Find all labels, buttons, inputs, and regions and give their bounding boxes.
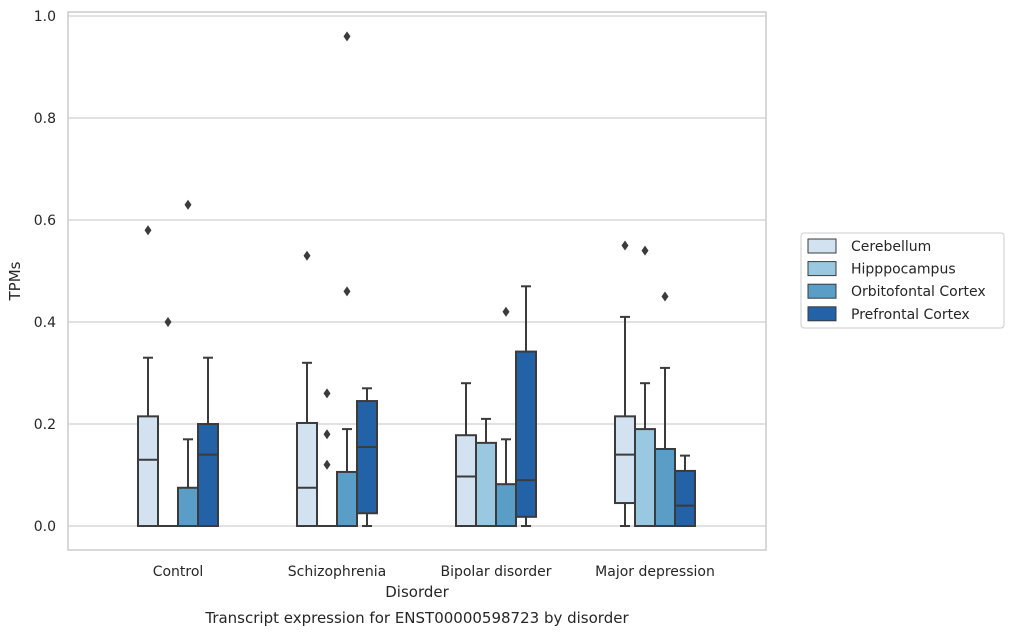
box-body xyxy=(296,421,318,528)
box-body xyxy=(336,470,358,528)
x-tick-label: Major depression xyxy=(595,564,715,580)
box-cerebellum-3 xyxy=(614,240,636,527)
box-orbitofontal-cortex-2 xyxy=(495,306,517,527)
outlier-point xyxy=(323,388,331,399)
box-body xyxy=(495,483,517,527)
box-hipppocampus-1 xyxy=(317,388,337,527)
box-prefrontal-cortex-2 xyxy=(515,285,537,527)
boxes xyxy=(137,31,696,528)
outlier-point xyxy=(502,306,510,317)
legend-label: Orbitofontal Cortex xyxy=(851,284,986,300)
legend-label: Prefrontal Cortex xyxy=(851,307,970,323)
box-prefrontal-cortex-3 xyxy=(674,454,696,528)
chart-title: Transcript expression for ENST0000059872… xyxy=(204,609,629,627)
box-hipppocampus-0 xyxy=(158,317,178,527)
outlier-point xyxy=(323,459,331,470)
legend-swatch xyxy=(807,261,837,277)
outlier-point xyxy=(164,317,172,327)
y-tick-label: 0.6 xyxy=(34,213,56,229)
box-body xyxy=(197,423,219,527)
box-cerebellum-2 xyxy=(455,382,477,527)
y-tick-label: 0.8 xyxy=(34,111,56,127)
outlier-point xyxy=(303,250,311,261)
box-body xyxy=(455,434,477,527)
box-body xyxy=(356,400,378,515)
box-body xyxy=(654,447,676,527)
box-body xyxy=(634,428,656,528)
outlier-point xyxy=(323,429,331,440)
box-body xyxy=(614,415,636,505)
outlier-point xyxy=(343,31,351,42)
x-tick-label: Bipolar disorder xyxy=(440,564,551,580)
outlier-point xyxy=(144,225,152,236)
box-orbitofontal-cortex-3 xyxy=(654,291,676,527)
y-tick-label: 0.4 xyxy=(34,315,56,331)
y-tick-label: 0.0 xyxy=(34,519,56,535)
box-hipppocampus-2 xyxy=(475,417,497,527)
legend-swatch xyxy=(807,238,837,254)
outlier-point xyxy=(184,199,192,210)
box-prefrontal-cortex-0 xyxy=(197,356,219,527)
y-axis-label: TPMs xyxy=(6,261,24,301)
outlier-point xyxy=(661,291,669,302)
box-body xyxy=(674,469,696,528)
legend-label: Cerebellum xyxy=(851,239,931,255)
legend-label: Hipppocampus xyxy=(851,262,956,278)
legend-frame xyxy=(800,232,1005,329)
plot-area-frame xyxy=(67,11,767,551)
legend-swatch xyxy=(807,283,837,299)
legend: Cerebellum Hipppocampus Orbitofontal Corte… xyxy=(800,232,1005,329)
box-body xyxy=(475,441,497,527)
outlier-point xyxy=(343,286,351,297)
outlier-point xyxy=(621,240,629,251)
y-tick-labels: 0.0 0.2 0.4 0.6 0.8 1.0 xyxy=(34,9,56,535)
box-body xyxy=(137,415,159,528)
box-body xyxy=(177,486,199,527)
x-tick-labels: Control Schizophrenia Bipolar disorder Majo… xyxy=(153,564,715,580)
box-cerebellum-1 xyxy=(296,250,318,528)
x-tick-label: Schizophrenia xyxy=(288,564,386,580)
x-axis-label: Disorder xyxy=(385,583,449,601)
x-tick-label: Control xyxy=(153,564,204,580)
box-body xyxy=(515,350,537,518)
outlier-point xyxy=(641,245,649,256)
y-tick-label: 1.0 xyxy=(34,9,56,25)
box-prefrontal-cortex-1 xyxy=(356,387,378,527)
box-orbitofontal-cortex-1 xyxy=(336,31,358,528)
y-tick-label: 0.2 xyxy=(34,417,56,433)
legend-swatch xyxy=(807,306,837,322)
box-hipppocampus-3 xyxy=(634,245,656,528)
box-cerebellum-0 xyxy=(137,225,159,528)
box-orbitofontal-cortex-0 xyxy=(177,199,199,527)
